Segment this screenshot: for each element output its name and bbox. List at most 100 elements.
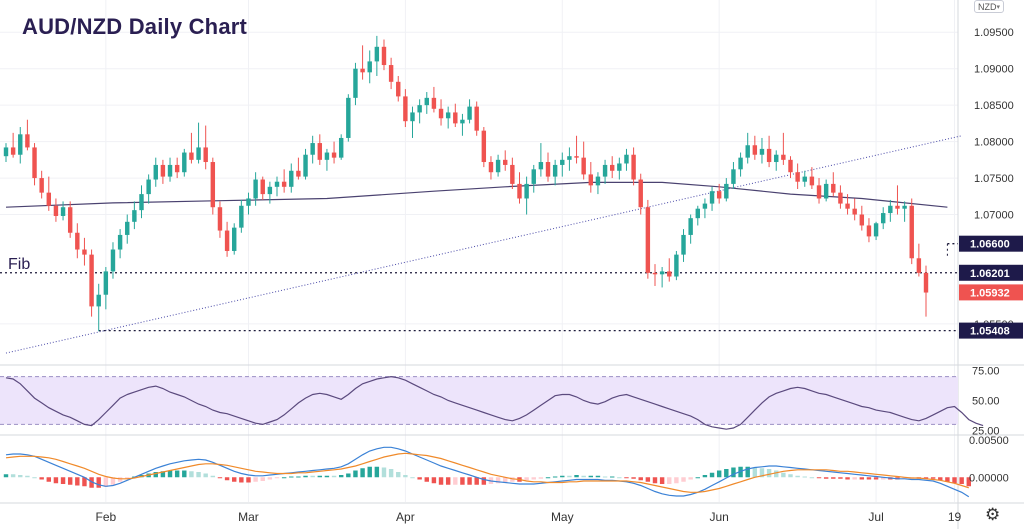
candle-body <box>96 294 101 307</box>
candle-body <box>667 271 672 277</box>
macd-histogram-bar <box>845 477 850 480</box>
macd-histogram-bar <box>267 477 273 480</box>
candle-body <box>495 159 501 173</box>
candle-body <box>873 223 879 237</box>
macd-histogram-bar <box>545 477 551 479</box>
candle-body <box>75 232 80 250</box>
candle-body <box>110 249 116 272</box>
candle-body <box>431 97 437 109</box>
candle-body <box>310 143 315 155</box>
macd-histogram-bar <box>481 477 487 485</box>
candle-body <box>716 191 722 199</box>
macd-histogram-bar <box>224 477 230 481</box>
macd-histogram-bar <box>609 476 615 478</box>
rsi-line <box>5 375 984 430</box>
macd-histogram-bar <box>831 477 836 479</box>
macd-histogram-bar <box>745 466 750 478</box>
macd-histogram-bar <box>659 477 665 484</box>
macd-histogram-bar <box>182 470 187 478</box>
candle-body <box>745 145 750 158</box>
macd-histogram-bar <box>774 470 779 478</box>
fib-label: Fib <box>8 256 31 273</box>
price-level-label: 1.06201 <box>970 268 1010 280</box>
candle-body <box>53 205 59 216</box>
candle-body <box>274 181 280 187</box>
price-tick-label: 1.07000 <box>974 210 1014 222</box>
candle-body <box>467 106 472 120</box>
macd-histogram-bar <box>25 475 30 478</box>
gear-icon[interactable]: ⚙ <box>985 505 1001 524</box>
candle-body <box>217 207 223 231</box>
x-tick-label: Jul <box>868 510 883 524</box>
x-tick-label: May <box>551 510 574 524</box>
candle-body <box>196 147 201 160</box>
candle-body <box>32 147 37 179</box>
candle-body <box>10 147 16 155</box>
candle-body <box>246 198 251 206</box>
macd-histogram-bar <box>923 477 929 479</box>
rsi-tick-label: 75.00 <box>972 366 1000 378</box>
candle-body <box>531 169 536 184</box>
axes-layer: 1.09500 1.09000 1.08500 1.08000 1.07500 1.070… <box>96 27 1023 524</box>
macd-histogram-bar <box>959 477 964 484</box>
price-tick-label: 1.09000 <box>974 64 1014 76</box>
macd-histogram-bar <box>32 477 37 479</box>
macd-histogram-bar <box>531 477 536 480</box>
macd-histogram-bar <box>232 477 237 482</box>
macd-histogram-bar <box>752 467 758 478</box>
price-level-badge <box>959 322 1023 339</box>
chevron-down-icon: ▾ <box>996 4 1000 11</box>
grid-layer <box>0 0 958 502</box>
candle-body <box>481 130 487 163</box>
macd-histogram-bar <box>474 477 479 485</box>
macd-histogram-bar <box>210 475 216 478</box>
candle-body <box>781 154 786 160</box>
candle-body <box>823 183 829 199</box>
candle-body <box>367 61 372 73</box>
candle-body <box>738 157 743 170</box>
macd-histogram-bar <box>310 475 315 478</box>
currency-selector[interactable]: NZD ▾ <box>974 0 1004 13</box>
candle-body <box>645 207 651 273</box>
candle-body <box>146 179 151 195</box>
rsi-band <box>0 376 958 425</box>
candle-body <box>260 179 265 195</box>
candle-body <box>774 154 779 163</box>
macd-histogram-bar <box>403 475 408 478</box>
candle-body <box>788 159 793 173</box>
candle-body <box>360 68 365 73</box>
candle-body <box>688 218 693 235</box>
candle-body <box>617 163 622 171</box>
macd-histogram-bar <box>82 477 87 487</box>
candle-body <box>174 164 180 173</box>
macd-histogram-bar <box>552 476 558 478</box>
currency-label: NZD <box>978 2 997 12</box>
macd-histogram-bar <box>702 475 708 478</box>
macd-histogram-bar <box>538 477 544 479</box>
macd-histogram-bar <box>189 471 194 478</box>
macd-histogram-bar <box>866 477 872 480</box>
candle-body <box>139 194 144 211</box>
candle-body <box>681 234 686 255</box>
macd-histogram-bar <box>18 475 23 478</box>
candle-body <box>795 172 800 182</box>
candle-body <box>809 176 815 186</box>
macd-histogram-bar <box>631 477 636 479</box>
macd-histogram-bar <box>460 477 465 485</box>
macd-histogram-bar <box>802 476 807 478</box>
macd-histogram-bar <box>346 473 351 478</box>
candle-body <box>588 174 594 186</box>
macd-histogram-bar <box>153 472 158 478</box>
candle-body <box>253 179 258 199</box>
macd-histogram-bar <box>766 469 772 478</box>
price-level-badge <box>959 284 1023 301</box>
macd-histogram-bar <box>445 477 451 485</box>
macd-histogram-bar <box>281 477 287 479</box>
candle-body <box>189 152 194 160</box>
candle-body <box>403 96 408 122</box>
macd-histogram-bar <box>246 477 251 483</box>
macd-histogram-bar <box>167 470 173 478</box>
price-tick-label: 1.09500 <box>974 27 1014 39</box>
macd-histogram-bar <box>39 477 44 480</box>
